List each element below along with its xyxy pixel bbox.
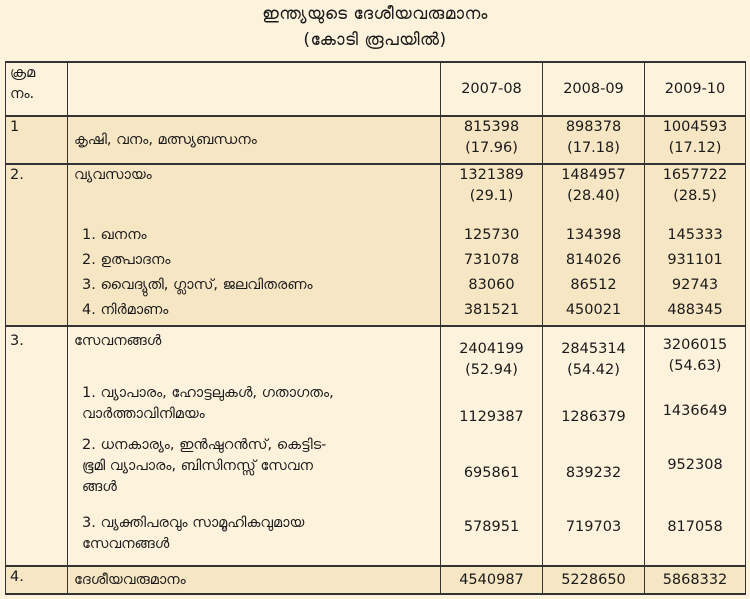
row-label: സേവനങ്ങൾ bbox=[67, 325, 441, 381]
header-year: 2009-10 bbox=[644, 61, 746, 117]
sub-label: 4. നിർമാണം bbox=[67, 300, 441, 327]
sub-label-line: ങ്ങൾ bbox=[82, 479, 117, 495]
row-sno: 1 bbox=[5, 115, 68, 165]
sub-value: 450021 bbox=[542, 300, 645, 327]
sub-row: 1. ഖനനം 125730 134398 145333 bbox=[5, 225, 746, 250]
row-sno: 4. bbox=[5, 565, 68, 595]
header-label bbox=[67, 61, 441, 117]
sub-label-line: 2. ധനകാര്യം, ഇൻഷുറൻസ്, കെട്ടിട- bbox=[82, 437, 327, 453]
sub-label: 3. വൈദ്യുതി, ഗ്ലാസ്, ജലവിതരണം bbox=[67, 275, 441, 300]
row-sno: 2. bbox=[5, 163, 68, 207]
value: 1484957 bbox=[561, 167, 626, 183]
header-row: ക്രമ നം. 2007-08 2008-09 2009-10 bbox=[5, 61, 746, 117]
sub-row: 4. നിർമാണം 381521 450021 488345 bbox=[5, 300, 746, 327]
table-row: 2. വ്യവസായം 1321389 (29.1) 1484957 (28.4… bbox=[5, 163, 746, 207]
sub-label: 2. ധനകാര്യം, ഇൻഷുറൻസ്, കെട്ടിട- ഭൂമി വ്യ… bbox=[67, 433, 441, 511]
percent: (28.5) bbox=[673, 188, 717, 204]
sub-value: 1436649 bbox=[644, 381, 746, 433]
sub-value: 92743 bbox=[644, 275, 746, 300]
sub-label-line: സേവനങ്ങൾ bbox=[82, 536, 170, 552]
sub-value: 695861 bbox=[440, 433, 543, 511]
sub-value: 731078 bbox=[440, 250, 543, 275]
percent: (54.63) bbox=[668, 358, 722, 374]
row-value: 5868332 bbox=[644, 565, 746, 595]
sub-label: 1. ഖനനം bbox=[67, 225, 441, 250]
table-row: 4. ദേശീയവരുമാനം 4540987 5228650 5868332 bbox=[5, 565, 746, 595]
sub-row: 2. ധനകാര്യം, ഇൻഷുറൻസ്, കെട്ടിട- ഭൂമി വ്യ… bbox=[5, 433, 746, 511]
value: 815398 bbox=[463, 119, 520, 135]
sub-value: 1286379 bbox=[542, 381, 645, 433]
sub-row: 2. ഉത്പാദനം 731078 814026 931101 bbox=[5, 250, 746, 275]
table-row: 3. സേവനങ്ങൾ 2404199 (52.94) 2845314 (54.… bbox=[5, 325, 746, 381]
sub-value: 578951 bbox=[440, 511, 543, 567]
spacer-row bbox=[5, 207, 746, 225]
percent: (17.96) bbox=[465, 140, 518, 156]
row-value: 815398 (17.96) bbox=[440, 115, 543, 165]
sub-value: 931101 bbox=[644, 250, 746, 275]
sub-value: 1129387 bbox=[440, 381, 543, 433]
sub-value: 134398 bbox=[542, 225, 645, 250]
table-row: 1 കൃഷി, വനം, മത്സ്യബന്ധനം 815398 (17.96)… bbox=[5, 115, 746, 165]
header-sno: ക്രമ നം. bbox=[5, 61, 68, 117]
sub-label: 1. വ്യാപാരം, ഹോട്ടലുകൾ, ഗതാഗതം, വാർത്താവ… bbox=[67, 381, 441, 433]
header-year: 2007-08 bbox=[440, 61, 543, 117]
sub-value: 86512 bbox=[542, 275, 645, 300]
sub-value: 125730 bbox=[440, 225, 543, 250]
percent: (54.42) bbox=[567, 362, 620, 378]
percent: (29.1) bbox=[469, 188, 514, 204]
percent: (17.18) bbox=[567, 140, 620, 156]
row-label: കൃഷി, വനം, മത്സ്യബന്ധനം bbox=[67, 115, 441, 165]
value: 1004593 bbox=[662, 119, 728, 135]
row-value: 1484957 (28.40) bbox=[542, 163, 645, 207]
percent: (17.12) bbox=[668, 140, 722, 156]
sub-row: 3. വൈദ്യുതി, ഗ്ലാസ്, ജലവിതരണം 83060 8651… bbox=[5, 275, 746, 300]
value: 1321389 bbox=[459, 167, 524, 183]
header-year: 2008-09 bbox=[542, 61, 645, 117]
row-label-text: കൃഷി, വനം, മത്സ്യബന്ധനം bbox=[74, 131, 257, 148]
sub-value: 952308 bbox=[644, 433, 746, 511]
row-label: വ്യവസായം bbox=[67, 163, 441, 207]
sub-value: 817058 bbox=[644, 511, 746, 567]
row-value: 898378 (17.18) bbox=[542, 115, 645, 165]
row-value: 5228650 bbox=[542, 565, 645, 595]
row-value: 1321389 (29.1) bbox=[440, 163, 543, 207]
sub-value: 83060 bbox=[440, 275, 543, 300]
row-value: 3206015 (54.63) bbox=[644, 325, 746, 381]
sub-value: 488345 bbox=[644, 300, 746, 327]
sub-label-line: വാർത്താവിനിമയം bbox=[82, 406, 205, 422]
row-value: 2404199 (52.94) bbox=[440, 325, 543, 381]
row-value: 2845314 (54.42) bbox=[542, 325, 645, 381]
row-label: ദേശീയവരുമാനം bbox=[67, 565, 441, 595]
percent: (28.40) bbox=[567, 188, 620, 204]
value: 3206015 bbox=[662, 337, 728, 353]
table-title: ഇന്ത്യയുടെ ദേശീയവരുമാനം bbox=[262, 4, 488, 24]
sub-row: 1. വ്യാപാരം, ഹോട്ടലുകൾ, ഗതാഗതം, വാർത്താവ… bbox=[5, 381, 746, 433]
percent: (52.94) bbox=[465, 362, 518, 378]
sub-label: 3. വ്യക്തിപരവും സാമൂഹികവുമായ സേവനങ്ങൾ bbox=[67, 511, 441, 567]
row-value: 1004593 (17.12) bbox=[644, 115, 746, 165]
row-sno: 3. bbox=[5, 325, 68, 381]
sub-value: 719703 bbox=[542, 511, 645, 567]
sub-label-line: 3. വ്യക്തിപരവും സാമൂഹികവുമായ bbox=[82, 515, 305, 531]
sub-label-line: ഭൂമി വ്യാപാരം, ബിസിനസ്സ് സേവന bbox=[82, 458, 313, 474]
sub-row: 3. വ്യക്തിപരവും സാമൂഹികവുമായ സേവനങ്ങൾ 57… bbox=[5, 511, 746, 567]
row-value: 4540987 bbox=[440, 565, 543, 595]
sub-value: 814026 bbox=[542, 250, 645, 275]
row-value: 1657722 (28.5) bbox=[644, 163, 746, 207]
value: 2404199 bbox=[459, 341, 524, 357]
sub-value: 145333 bbox=[644, 225, 746, 250]
value: 898378 bbox=[565, 119, 622, 135]
value: 2845314 bbox=[561, 341, 626, 357]
sub-value: 839232 bbox=[542, 433, 645, 511]
sub-label: 2. ഉത്പാദനം bbox=[67, 250, 441, 275]
national-income-table: ക്രമ നം. 2007-08 2008-09 2009-10 1 കൃഷി,… bbox=[5, 61, 746, 595]
table-subtitle: (കോടി രൂപയിൽ) bbox=[303, 30, 447, 50]
sub-value: 381521 bbox=[440, 300, 543, 327]
value: 1657722 bbox=[662, 167, 728, 183]
sub-label-line: 1. വ്യാപാരം, ഹോട്ടലുകൾ, ഗതാഗതം, bbox=[82, 385, 334, 401]
